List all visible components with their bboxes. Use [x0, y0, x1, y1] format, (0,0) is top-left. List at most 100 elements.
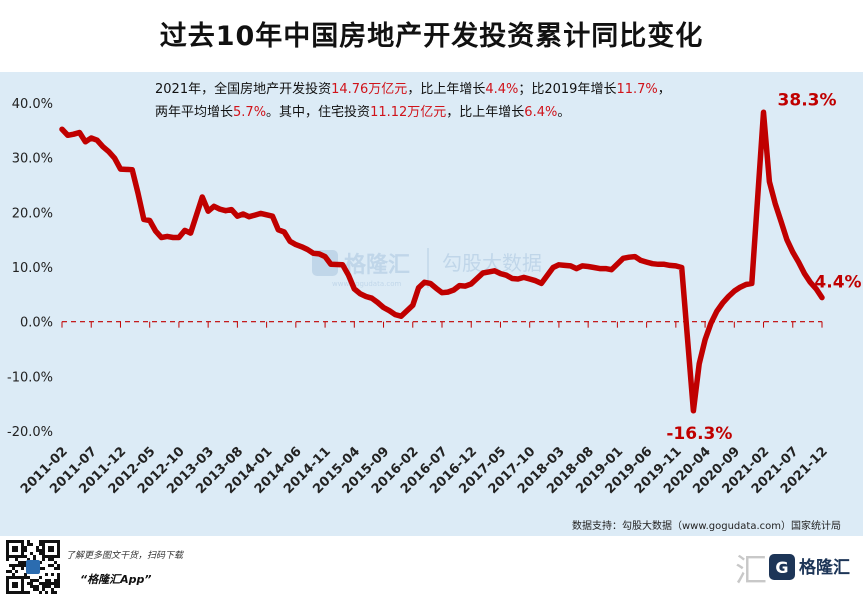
data-points: [61, 111, 823, 412]
data-point: [113, 157, 116, 160]
data-point: [821, 296, 823, 299]
data-point: [400, 315, 403, 318]
data-point: [563, 264, 566, 267]
qr-module: [9, 570, 12, 573]
annotation-label: 38.3%: [778, 90, 837, 110]
data-point: [347, 274, 350, 277]
data-point: [622, 257, 625, 260]
data-point: [534, 279, 537, 282]
qr-module: [30, 552, 33, 555]
data-point: [312, 252, 315, 255]
qr-module: [48, 582, 51, 585]
qr-module: [42, 558, 45, 561]
data-point: [359, 292, 362, 295]
footer: [0, 536, 863, 598]
qr-module: [21, 567, 24, 570]
qr-module: [36, 549, 39, 552]
data-point: [388, 309, 391, 312]
qr-module: [45, 582, 48, 585]
qr-module: [36, 585, 39, 588]
data-point: [610, 268, 613, 271]
qr-module: [6, 570, 9, 573]
qr-module: [27, 576, 30, 579]
data-point: [324, 255, 327, 258]
qr-module: [30, 579, 33, 582]
data-point: [253, 214, 256, 217]
data-point: [166, 235, 169, 238]
qr-module: [24, 546, 27, 549]
data-point: [663, 263, 666, 266]
data-source: 数据支持：勾股大数据（www.gogudata.com）国家统计局: [571, 521, 841, 532]
note-line-2: 两年平均增长5.7%。其中，住宅投资11.12万亿元，比上年增长6.4%。: [155, 101, 795, 124]
data-point: [657, 263, 660, 266]
qr-module: [33, 558, 36, 561]
qr-module: [30, 543, 33, 546]
qr-module: [24, 561, 27, 564]
data-point: [680, 266, 683, 269]
data-point: [557, 263, 560, 266]
data-point: [78, 131, 81, 134]
data-point: [96, 139, 99, 142]
qr-module: [42, 567, 45, 570]
data-point: [213, 205, 215, 208]
qr-module: [51, 558, 54, 561]
qr-module: [39, 576, 42, 579]
data-point: [236, 215, 239, 218]
watermark-url: www.gogudata.com: [332, 280, 401, 288]
y-tick-label: 10.0%: [12, 261, 53, 276]
qr-module: [48, 585, 51, 588]
data-point: [201, 196, 204, 198]
qr-module: [21, 564, 24, 567]
data-point: [780, 220, 783, 223]
qr-module: [27, 591, 30, 594]
qr-module: [54, 579, 57, 582]
data-point: [768, 180, 771, 183]
data-point: [604, 267, 607, 270]
line-chart: 格隆汇 勾股大数据 www.gogudata.com 40.0% 30.0% 20.…: [7, 90, 862, 497]
logo-mark-glyph: G: [775, 558, 788, 577]
data-point: [259, 212, 262, 215]
data-point: [230, 208, 233, 211]
qr-module: [12, 564, 15, 567]
data-point: [452, 289, 455, 291]
data-point: [739, 286, 742, 289]
data-point: [224, 209, 227, 212]
note-highlight: 4.4%: [485, 82, 519, 97]
data-point: [698, 362, 701, 365]
y-tick-label: 30.0%: [12, 152, 53, 167]
qr-module: [51, 588, 54, 591]
data-point: [248, 215, 251, 218]
qr-finder: [12, 582, 18, 588]
qr-module: [48, 579, 51, 582]
note-text: ，比上年增长: [446, 105, 525, 120]
data-point: [569, 264, 572, 267]
qr-module: [36, 579, 39, 582]
qr-module: [27, 582, 30, 585]
qr-code-icon[interactable]: [6, 540, 60, 594]
data-point: [797, 261, 800, 264]
qr-module: [39, 552, 42, 555]
qr-module: [33, 585, 36, 588]
data-point: [329, 263, 332, 266]
qr-module: [42, 585, 45, 588]
qr-module: [12, 567, 15, 570]
data-point: [154, 229, 157, 232]
watermark: 格隆汇 勾股大数据 www.gogudata.com: [312, 248, 542, 288]
data-point: [341, 263, 344, 266]
x-axis: 2011-022011-072011-122012-052012-102013-…: [18, 321, 831, 497]
data-point: [61, 128, 63, 131]
data-point: [294, 243, 297, 246]
data-point: [101, 145, 104, 148]
data-point: [762, 111, 765, 114]
data-point: [540, 282, 543, 285]
data-point: [429, 282, 432, 285]
data-point: [306, 248, 309, 251]
data-point: [791, 251, 794, 254]
data-point: [645, 261, 648, 264]
data-point: [207, 210, 210, 213]
data-point: [394, 313, 397, 316]
qr-module: [39, 567, 42, 570]
data-point: [709, 322, 712, 325]
data-point: [183, 229, 186, 232]
